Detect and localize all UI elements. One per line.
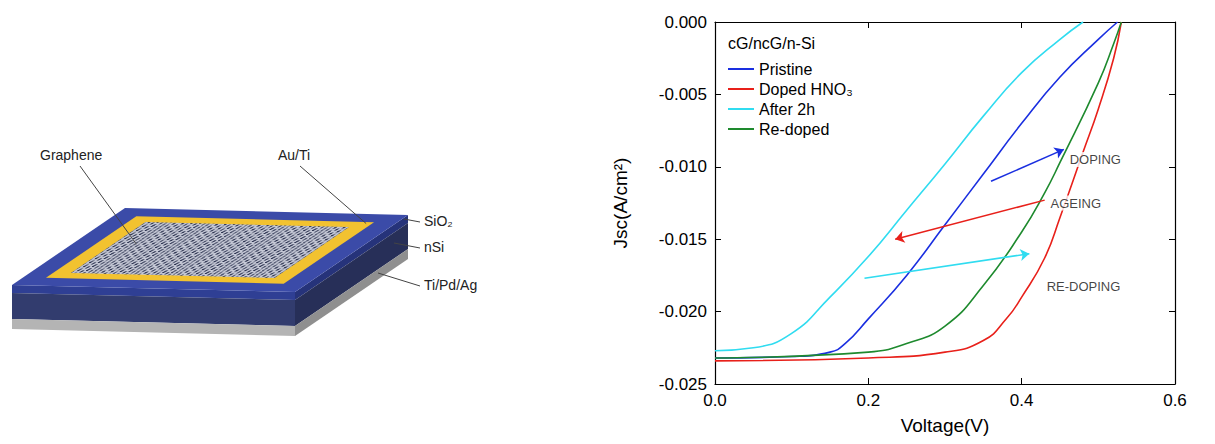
svg-text:RE-DOPING: RE-DOPING xyxy=(1047,279,1121,294)
svg-text:DOPING: DOPING xyxy=(1070,152,1121,167)
svg-text:SiO₂: SiO₂ xyxy=(424,213,453,229)
svg-text:cG/ncG/n-Si: cG/ncG/n-Si xyxy=(728,35,815,52)
svg-text:Ti/Pd/Ag: Ti/Pd/Ag xyxy=(424,277,477,293)
svg-text:-0.005: -0.005 xyxy=(659,85,707,104)
svg-text:Au/Ti: Au/Ti xyxy=(278,147,310,163)
svg-text:AGEING: AGEING xyxy=(1051,196,1102,211)
svg-text:0.000: 0.000 xyxy=(664,13,707,32)
svg-text:nSi: nSi xyxy=(424,239,444,255)
svg-text:0.6: 0.6 xyxy=(1163,391,1187,410)
svg-text:-0.010: -0.010 xyxy=(659,157,707,176)
svg-text:After 2h: After 2h xyxy=(759,101,815,118)
svg-text:Pristine: Pristine xyxy=(759,61,812,78)
svg-text:-0.025: -0.025 xyxy=(659,375,707,394)
svg-text:-0.015: -0.015 xyxy=(659,230,707,249)
svg-text:0.2: 0.2 xyxy=(857,391,881,410)
svg-text:Re-doped: Re-doped xyxy=(759,121,829,138)
svg-text:Doped HNO₃: Doped HNO₃ xyxy=(759,81,853,98)
svg-text:Graphene: Graphene xyxy=(40,147,102,163)
svg-text:0.0: 0.0 xyxy=(703,391,727,410)
svg-text:0.4: 0.4 xyxy=(1010,391,1034,410)
svg-text:-0.020: -0.020 xyxy=(659,302,707,321)
svg-text:Voltage(V): Voltage(V) xyxy=(901,415,990,436)
svg-text:Jsc(A/cm²): Jsc(A/cm²) xyxy=(610,158,631,249)
